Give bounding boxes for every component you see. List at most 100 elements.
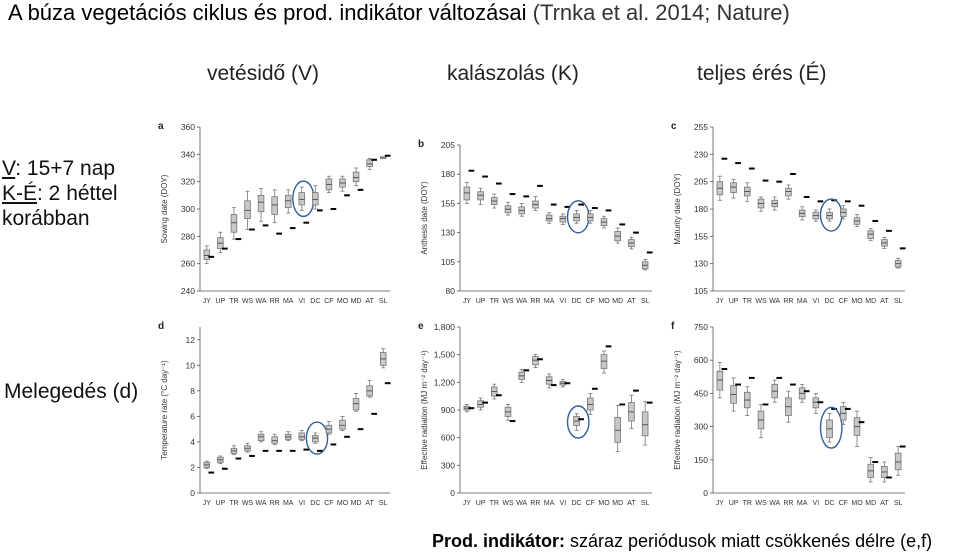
box-iqr [312, 192, 319, 206]
box-iqr [217, 237, 224, 250]
x-tick-label: MA [544, 500, 555, 507]
box-iqr [532, 200, 539, 209]
box-iqr [730, 385, 737, 404]
x-tick-label: WA [516, 298, 527, 305]
box-iqr [716, 370, 724, 391]
x-tick-label: UP [729, 298, 739, 305]
x-tick-label: UP [729, 500, 739, 507]
x-tick-label: JY [716, 298, 725, 305]
y-tick-label: 600 [694, 355, 708, 365]
box-iqr [504, 406, 512, 417]
box-iqr [785, 187, 792, 197]
y-tick-label: 360 [181, 122, 195, 132]
panel-letter: b [418, 139, 424, 150]
panel-letter: d [158, 321, 164, 332]
box-iqr [744, 186, 751, 197]
x-tick-label: SL [379, 500, 388, 507]
x-tick-label: MA [283, 298, 294, 305]
box-iqr [867, 230, 874, 239]
y-tick-label: 6 [190, 411, 195, 421]
y-tick-label: 240 [181, 286, 195, 296]
x-tick-label: TR [743, 298, 752, 305]
x-tick-label: AT [627, 500, 636, 507]
box-iqr [771, 199, 778, 208]
x-tick-label: MD [612, 500, 623, 507]
x-tick-label: WA [769, 500, 780, 507]
box-iqr [785, 397, 792, 416]
y-axis-label: Temperature rate (°C day⁻¹) [160, 360, 169, 460]
x-tick-label: DC [825, 298, 835, 305]
x-tick-label: UP [215, 500, 225, 507]
y-tick-label: 0 [190, 488, 195, 498]
side-note: V: 15+7 nap K-É: 2 héttel korábban [2, 156, 118, 231]
panel-c: c 105 130 155 180 205 230 255 Maturity date (DOY… [671, 121, 906, 305]
box-iqr [352, 398, 360, 411]
box-iqr [853, 417, 861, 436]
box-iqr [217, 456, 224, 463]
box-iqr [504, 205, 512, 214]
y-tick-label: 180 [694, 204, 708, 214]
x-tick-label: VI [813, 500, 820, 507]
box-iqr [812, 211, 820, 220]
box-iqr [744, 391, 751, 409]
x-tick-label: WA [256, 298, 267, 305]
x-tick-label: AT [880, 298, 889, 305]
x-tick-label: VI [813, 298, 820, 305]
y-tick-label: 340 [181, 149, 195, 159]
y-tick-label: 130 [694, 259, 708, 269]
highlight-ellipse [819, 198, 843, 232]
box-iqr [491, 197, 498, 205]
x-tick-label: VI [560, 500, 567, 507]
x-tick-label: WS [755, 298, 767, 305]
x-tick-label: TR [743, 500, 752, 507]
y-tick-label: 10 [186, 360, 196, 370]
box-iqr [716, 181, 724, 196]
x-tick-label: UP [476, 500, 486, 507]
x-tick-label: VI [298, 500, 305, 507]
box-iqr [771, 384, 778, 399]
panel-letter: c [671, 121, 677, 132]
x-tick-label: SL [894, 298, 903, 305]
x-tick-label: WS [242, 500, 254, 507]
y-tick-label: 155 [441, 198, 455, 208]
y-tick-label: 450 [694, 388, 708, 398]
x-tick-label: CF [839, 500, 848, 507]
y-tick-label: 600 [441, 433, 455, 443]
box-iqr [257, 194, 265, 213]
box-iqr [203, 249, 211, 260]
box-iqr [587, 397, 594, 411]
title-main: A búza vegetációs ciklus és prod. indiká… [8, 0, 527, 25]
x-tick-label: MO [851, 500, 863, 507]
x-tick-label: WS [502, 500, 514, 507]
x-tick-label: DC [572, 298, 582, 305]
box-iqr [614, 416, 621, 443]
y-tick-label: 0 [450, 488, 455, 498]
y-tick-label: 1,800 [434, 322, 456, 332]
x-tick-label: TR [490, 298, 499, 305]
panel-letter: f [671, 321, 675, 332]
y-tick-label: 205 [441, 140, 455, 150]
box-iqr [641, 411, 649, 437]
y-tick-label: 105 [441, 257, 455, 267]
y-tick-label: 155 [694, 231, 708, 241]
box-iqr [600, 218, 608, 226]
x-tick-label: MA [797, 500, 808, 507]
box-iqr [339, 178, 346, 188]
box-iqr [798, 209, 806, 218]
y-tick-label: 900 [441, 405, 455, 415]
highlight-ellipse [566, 405, 590, 439]
side-note-v-text: : 15+7 nap [15, 157, 116, 180]
y-tick-label: 8 [190, 386, 195, 396]
box-iqr [812, 397, 820, 409]
box-iqr [641, 261, 649, 270]
y-axis-label: Effective radiation (MJ m⁻² day⁻¹) [673, 350, 682, 470]
highlight-ellipse [292, 180, 315, 218]
y-tick-label: 12 [186, 335, 196, 345]
x-tick-label: JY [716, 500, 725, 507]
box-iqr [559, 381, 567, 386]
box-iqr [379, 352, 387, 366]
box-iqr [853, 217, 861, 225]
x-tick-label: JY [203, 500, 212, 507]
column-header-maturity: teljes érés (É) [697, 62, 827, 85]
box-iqr [840, 208, 847, 218]
